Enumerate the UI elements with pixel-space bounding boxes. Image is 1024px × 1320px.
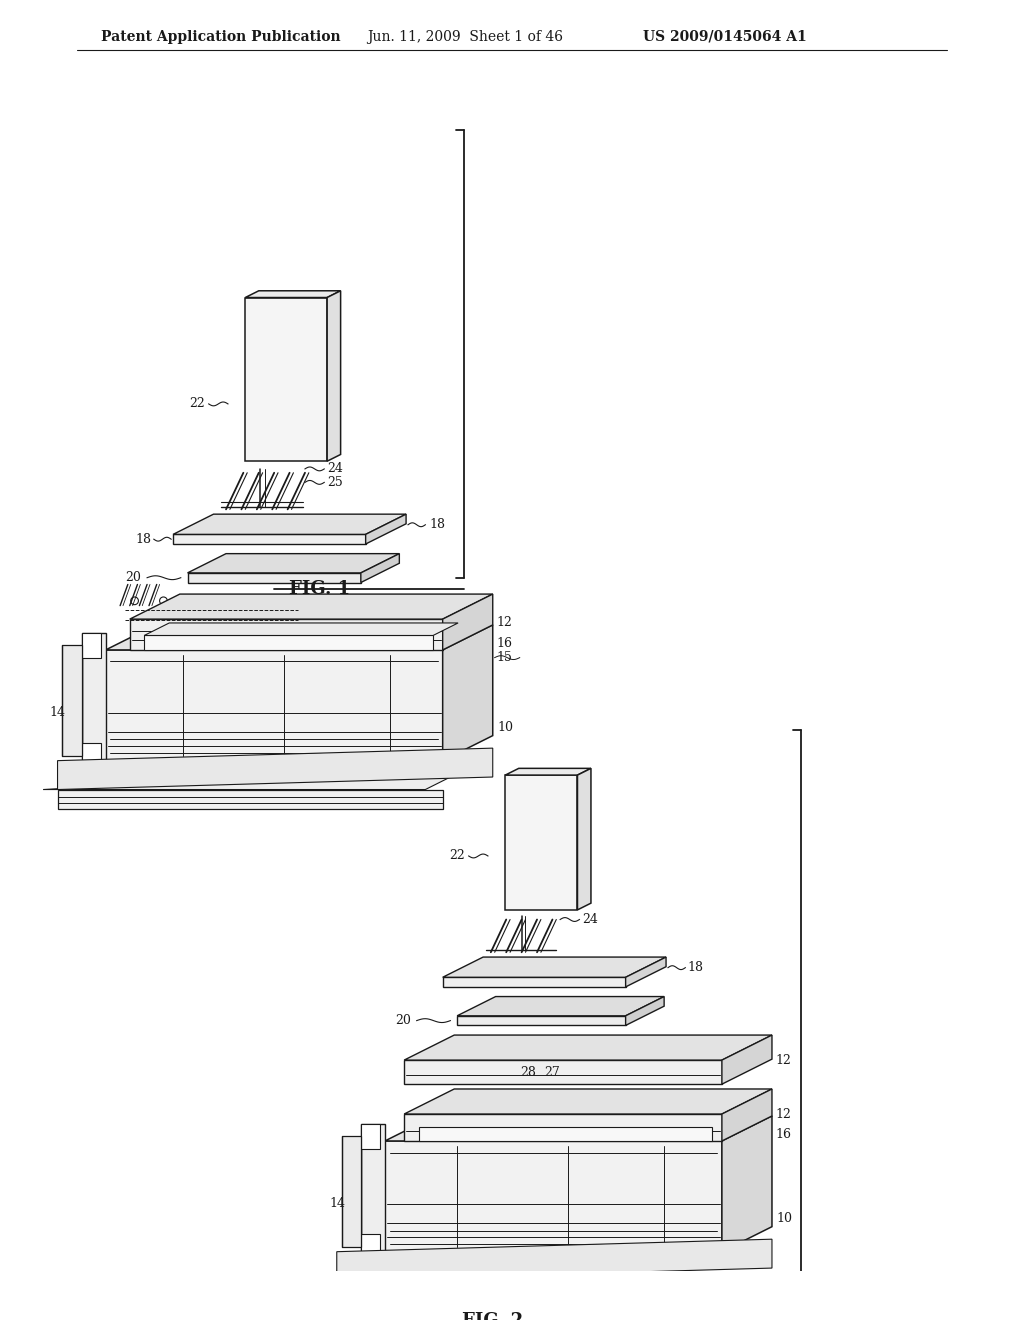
Polygon shape — [144, 623, 458, 635]
Polygon shape — [505, 775, 578, 909]
Polygon shape — [82, 743, 100, 768]
Polygon shape — [342, 1137, 360, 1247]
Text: 16: 16 — [497, 636, 513, 649]
Text: 12: 12 — [497, 615, 512, 628]
Polygon shape — [404, 1114, 722, 1140]
Text: 20: 20 — [395, 1014, 411, 1027]
Text: 24: 24 — [583, 913, 598, 927]
Polygon shape — [130, 619, 442, 649]
Text: 12: 12 — [776, 1053, 792, 1067]
Polygon shape — [404, 1089, 772, 1114]
Polygon shape — [327, 290, 341, 461]
Polygon shape — [105, 624, 493, 649]
Text: 27: 27 — [544, 1067, 559, 1080]
Text: 10: 10 — [777, 1213, 793, 1225]
Polygon shape — [57, 748, 493, 789]
Polygon shape — [722, 1089, 772, 1140]
Text: 12: 12 — [776, 1109, 792, 1122]
Polygon shape — [457, 1016, 626, 1026]
Polygon shape — [82, 632, 105, 768]
Polygon shape — [626, 957, 666, 987]
Polygon shape — [360, 1123, 385, 1259]
Text: 22: 22 — [450, 850, 465, 862]
Polygon shape — [366, 515, 407, 544]
Text: 18: 18 — [687, 961, 703, 974]
Text: 18: 18 — [136, 533, 152, 545]
Polygon shape — [337, 1239, 772, 1280]
Text: 28: 28 — [520, 1067, 536, 1080]
Text: 25: 25 — [327, 477, 343, 488]
Polygon shape — [578, 768, 591, 909]
Text: 22: 22 — [189, 397, 205, 411]
Polygon shape — [360, 553, 399, 582]
Polygon shape — [246, 297, 327, 461]
Polygon shape — [173, 515, 407, 535]
Text: 20: 20 — [125, 572, 141, 585]
Text: 18: 18 — [429, 519, 445, 531]
Text: US 2009/0145064 A1: US 2009/0145064 A1 — [643, 29, 807, 44]
Polygon shape — [43, 764, 475, 789]
Polygon shape — [404, 1060, 722, 1084]
Polygon shape — [105, 649, 442, 760]
Text: Jun. 11, 2009  Sheet 1 of 46: Jun. 11, 2009 Sheet 1 of 46 — [368, 29, 563, 44]
Polygon shape — [457, 997, 665, 1016]
Polygon shape — [722, 1035, 772, 1084]
Polygon shape — [442, 624, 493, 760]
Polygon shape — [173, 535, 366, 544]
Polygon shape — [144, 635, 433, 649]
Polygon shape — [442, 977, 626, 987]
Polygon shape — [62, 645, 82, 756]
Polygon shape — [442, 957, 666, 977]
Polygon shape — [385, 1115, 772, 1140]
Text: FIG. 1: FIG. 1 — [289, 581, 350, 598]
Polygon shape — [626, 997, 665, 1026]
Text: Patent Application Publication: Patent Application Publication — [100, 29, 341, 44]
Polygon shape — [385, 1140, 722, 1251]
Polygon shape — [722, 1115, 772, 1251]
Polygon shape — [187, 573, 360, 582]
Polygon shape — [505, 768, 591, 775]
Text: 14: 14 — [50, 706, 66, 719]
Polygon shape — [246, 290, 341, 297]
Text: 24: 24 — [327, 462, 343, 475]
Polygon shape — [57, 789, 442, 809]
Polygon shape — [360, 1123, 380, 1148]
Polygon shape — [360, 1234, 380, 1259]
Text: 16: 16 — [776, 1127, 792, 1140]
Polygon shape — [419, 1126, 713, 1140]
Text: 14: 14 — [329, 1197, 345, 1210]
Text: FIG. 2: FIG. 2 — [462, 1312, 523, 1320]
Text: 10: 10 — [498, 722, 514, 734]
Polygon shape — [82, 632, 100, 657]
Polygon shape — [442, 594, 493, 649]
Polygon shape — [404, 1035, 772, 1060]
Polygon shape — [337, 1280, 722, 1300]
Text: 15: 15 — [497, 651, 512, 664]
Polygon shape — [187, 553, 399, 573]
Polygon shape — [130, 594, 493, 619]
